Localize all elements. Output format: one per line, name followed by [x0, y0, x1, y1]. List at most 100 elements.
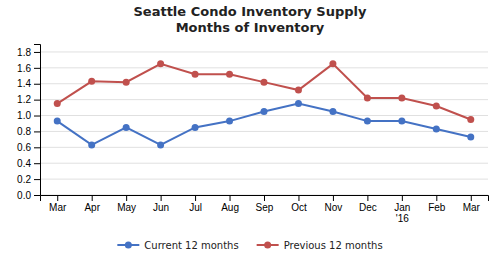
- x-tick: Mar: [463, 195, 481, 213]
- point: [295, 87, 302, 94]
- y-tick-mark: [34, 163, 40, 164]
- y-tick: 0.0: [17, 190, 40, 201]
- y-tick: 0.2: [17, 174, 40, 185]
- x-tick-mark: [57, 195, 58, 201]
- x-tick: Oct: [291, 195, 307, 213]
- grid-line: [40, 99, 488, 100]
- y-tick-mark: [34, 195, 40, 196]
- point: [261, 79, 268, 86]
- y-tick: 0.6: [17, 142, 40, 153]
- legend-label: Current 12 months: [144, 240, 238, 251]
- grid: [40, 52, 488, 195]
- point: [398, 118, 405, 125]
- y-tick: 1.0: [17, 110, 40, 121]
- plot-area: [54, 60, 475, 148]
- x-tick: Mar: [49, 195, 67, 213]
- point: [467, 116, 474, 123]
- x-tick-label: Dec: [359, 202, 377, 213]
- y-tick-mark: [34, 100, 40, 101]
- x-tick: Dec: [359, 195, 377, 213]
- grid-line: [40, 163, 488, 164]
- x-tick-label: Mar: [463, 202, 481, 213]
- grid-line: [40, 67, 488, 68]
- point: [226, 71, 233, 78]
- y-tick-label: 0.6: [17, 142, 31, 153]
- x-tick: Aug: [221, 195, 239, 213]
- y-tick: 1.8: [17, 47, 40, 58]
- x-tick-label: Mar: [49, 202, 67, 213]
- y-tick: 1.2: [17, 94, 40, 105]
- point: [433, 126, 440, 133]
- x-tick-mark: [230, 195, 231, 201]
- point: [433, 102, 440, 109]
- y-tick-mark: [34, 147, 40, 148]
- x-tick-mark: [471, 195, 472, 201]
- point: [398, 95, 405, 102]
- point: [54, 100, 61, 107]
- x-tick: Jul: [189, 195, 202, 213]
- legend: Current 12 months Previous 12 months: [117, 240, 382, 251]
- x-tick-label: Apr: [84, 202, 100, 213]
- x-tick-label: Jun: [153, 202, 169, 213]
- y-tick-label: 0.8: [17, 126, 31, 137]
- x-tick-label: Sep: [256, 202, 274, 213]
- x-tick: Jun: [153, 195, 169, 213]
- x-tick-mark: [92, 195, 93, 201]
- y-tick-mark: [34, 116, 40, 117]
- y-tick: 1.6: [17, 63, 40, 74]
- x-tick-mark: [298, 195, 299, 201]
- x-tick: Jan'16: [394, 195, 410, 224]
- grid-line: [40, 131, 488, 132]
- x-tick-mark: [333, 195, 334, 201]
- y-axis-line: [34, 45, 41, 196]
- x-tick-label: Jul: [189, 202, 202, 213]
- point: [467, 133, 474, 140]
- x-tick-label: May: [117, 202, 136, 213]
- grid-line: [40, 179, 488, 180]
- y-tick-label: 1.4: [17, 78, 31, 89]
- point: [123, 79, 130, 86]
- y-tick-label: 0.4: [17, 158, 31, 169]
- point: [157, 141, 164, 148]
- grid-line: [40, 115, 488, 116]
- point: [226, 118, 233, 125]
- x-tick-mark: [161, 195, 162, 201]
- series-line: [57, 104, 471, 145]
- point: [329, 108, 336, 115]
- y-tick-label: 1.6: [17, 63, 31, 74]
- legend-item: Current 12 months: [117, 240, 238, 251]
- point: [329, 60, 336, 67]
- x-tick: Feb: [428, 195, 446, 213]
- grid-line: [40, 147, 488, 148]
- x-tick-label: Aug: [221, 202, 239, 213]
- point: [54, 118, 61, 125]
- chart: Seattle Condo Inventory SupplyMonths of …: [0, 0, 500, 257]
- y-tick-label: 1.0: [17, 110, 31, 121]
- point: [88, 78, 95, 85]
- x-tick-mark: [436, 195, 437, 201]
- x-tick: May: [117, 195, 136, 213]
- y-tick: 0.8: [17, 126, 40, 137]
- x-tick-mark: [367, 195, 368, 201]
- x-tick: Apr: [84, 195, 100, 213]
- x-tick: Sep: [256, 195, 274, 213]
- legend-item: Previous 12 months: [257, 240, 383, 251]
- legend-label: Previous 12 months: [284, 240, 383, 251]
- y-tick-label: 0.0: [17, 190, 31, 201]
- x-tick-mark: [195, 195, 196, 201]
- y-tick: 1.4: [17, 78, 40, 89]
- grid-line: [40, 51, 488, 52]
- subtitle: Months of Inventory: [176, 20, 325, 35]
- legend-marker: [125, 242, 132, 249]
- y-tick-mark: [34, 179, 40, 180]
- y-tick: 0.4: [17, 158, 40, 169]
- point: [364, 118, 371, 125]
- x-tick: Nov: [325, 195, 343, 213]
- point: [364, 95, 371, 102]
- series-line: [57, 64, 471, 120]
- y-tick-label: 0.2: [17, 174, 31, 185]
- x-tick-label: Nov: [325, 202, 343, 213]
- point: [192, 124, 199, 131]
- y-tick-label: 1.8: [17, 47, 31, 58]
- point: [157, 60, 164, 67]
